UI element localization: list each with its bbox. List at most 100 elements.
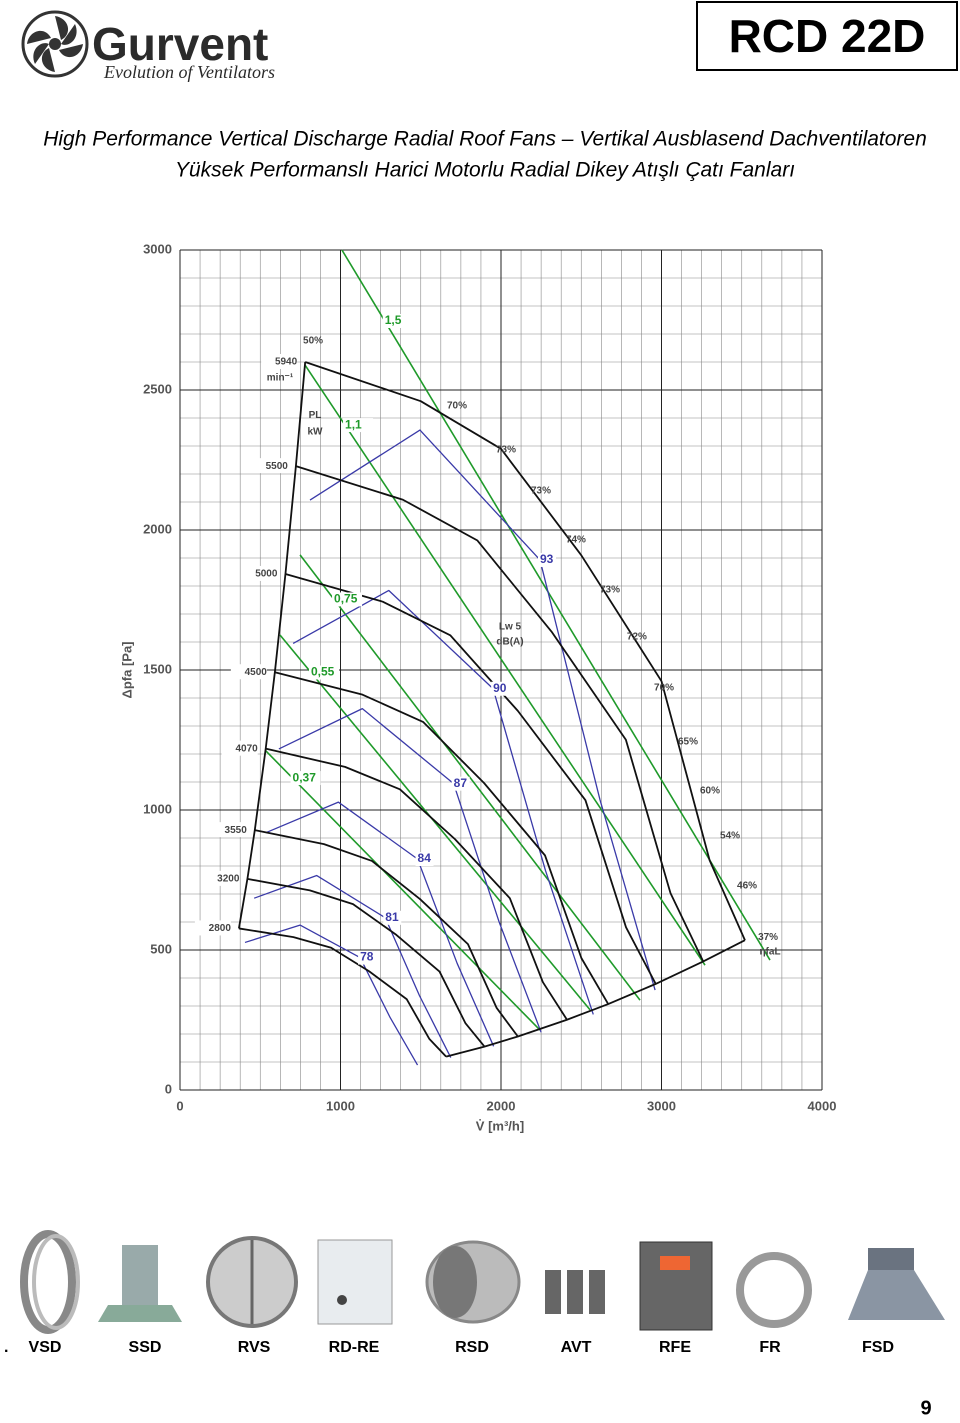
title-line1: High Performance Vertical Discharge Radi… [43,128,927,151]
x-tick-label: 3000 [647,1098,676,1113]
speed-curve [295,465,705,962]
speed-curve [285,573,657,985]
annotation: 50% [303,336,323,347]
annotation: 73% [600,585,620,596]
noise-label: 93 [540,552,554,566]
speed-curve [247,877,486,1048]
label-bg [332,592,363,607]
speed-label: 5500 [266,461,289,472]
label-bg [415,852,434,866]
speed-curve [304,361,746,941]
y-tick-label: 2500 [143,381,172,396]
annotation: 70% [654,683,674,694]
slogan: Evolution of Ventilators [103,62,275,82]
accessory-icons [20,1230,945,1334]
label-bg [383,910,402,925]
x-axis-label: V̇ [m³/h] [476,1118,524,1133]
y-tick-label: 3000 [143,241,172,256]
noise-curve [244,924,419,1066]
x-tick-label: 1000 [326,1098,355,1113]
label-bg [382,314,413,329]
speed-label: 3200 [217,874,240,885]
brand: Gurvent [92,18,268,70]
y-tick-label: 1500 [143,661,172,676]
label-bg [290,771,321,786]
speed-label: 2800 [209,923,232,934]
label-bg [251,458,288,474]
accessory-lead: . [4,1339,8,1356]
speed-label: 4500 [245,667,268,678]
noise-label: 90 [493,681,507,695]
annotation: 74% [566,535,586,546]
logo-icon [21,10,89,78]
power-label: 0,37 [293,770,317,784]
model-box [696,1,958,71]
label-bg [230,664,267,680]
y-tick-label: 0 [165,1081,172,1096]
annotation: 70% [447,401,467,412]
power-curve [304,364,706,966]
label-bg [261,354,298,369]
x-tick-label: 0 [176,1098,183,1113]
x-tick-label: 2000 [487,1098,516,1113]
speed-label: 4070 [235,743,258,754]
speed-curve [274,671,609,1005]
annotation: 73% [496,445,516,456]
title-line2: Yüksek Performanslı Harici Motorlu Radia… [175,159,795,182]
accessory-label: RSD [455,1339,489,1356]
power-curve [341,249,771,961]
label-bg [241,565,278,581]
accessory-label: FR [759,1339,781,1356]
label-bg [203,870,240,886]
noise-label: 84 [418,851,432,865]
chart: 0 1000 2000 3000 4000 0 500 1000 1500 2000 2500 300… [119,241,836,1133]
page-number: 9 [920,1397,931,1418]
model: RCD 22D [729,10,926,62]
accessory-labels: VSD SSD RVS RD-RE RSD AVT RFE FR FSD [29,1339,894,1356]
limit-line [445,939,746,1058]
label-bg [309,665,340,680]
speed-curve [265,747,568,1021]
annotation: dB(A) [496,637,523,648]
annotation: Lw 5 [499,622,522,633]
noise-label: 81 [385,910,399,924]
accessory-label: RFE [659,1339,691,1356]
label-bg [210,822,247,838]
power-curve [264,749,541,1031]
annotation: kW [307,427,323,438]
accessory-label: AVT [561,1339,592,1356]
noise-curve [278,707,542,1033]
label-bg [451,776,470,791]
label-bg [538,552,557,567]
accessory-label: RD-RE [329,1339,380,1356]
label-bg [358,950,377,965]
speed-label: 5940 [275,357,298,368]
limit-line [238,361,307,929]
annotation: 46% [737,881,757,892]
accessory-label: SSD [129,1339,162,1356]
noise-label: 78 [360,950,374,964]
noise-curve [309,429,656,991]
annotation: 60% [700,786,720,797]
label-bg [221,740,258,756]
label-bg [491,681,510,696]
annotation: 37% [758,932,778,943]
accessory-label: FSD [862,1339,894,1356]
power-label: 0,55 [311,665,335,679]
power-curve [279,634,591,1011]
accessory-label: RVS [238,1339,271,1356]
annotation: 54% [720,831,740,842]
power-curve [299,554,641,1001]
power-label: 0,75 [334,592,358,606]
speed-curve [254,829,519,1038]
label-bg [343,418,374,433]
annotation: 72% [627,632,647,643]
x-tick-label: 4000 [808,1098,837,1113]
speed-curve [238,927,447,1058]
y-tick-label: 500 [150,941,172,956]
noise-label: 87 [454,776,468,790]
speed-label: 5000 [255,569,278,580]
speed-label: 3550 [225,825,248,836]
annotation: PL [309,410,322,421]
